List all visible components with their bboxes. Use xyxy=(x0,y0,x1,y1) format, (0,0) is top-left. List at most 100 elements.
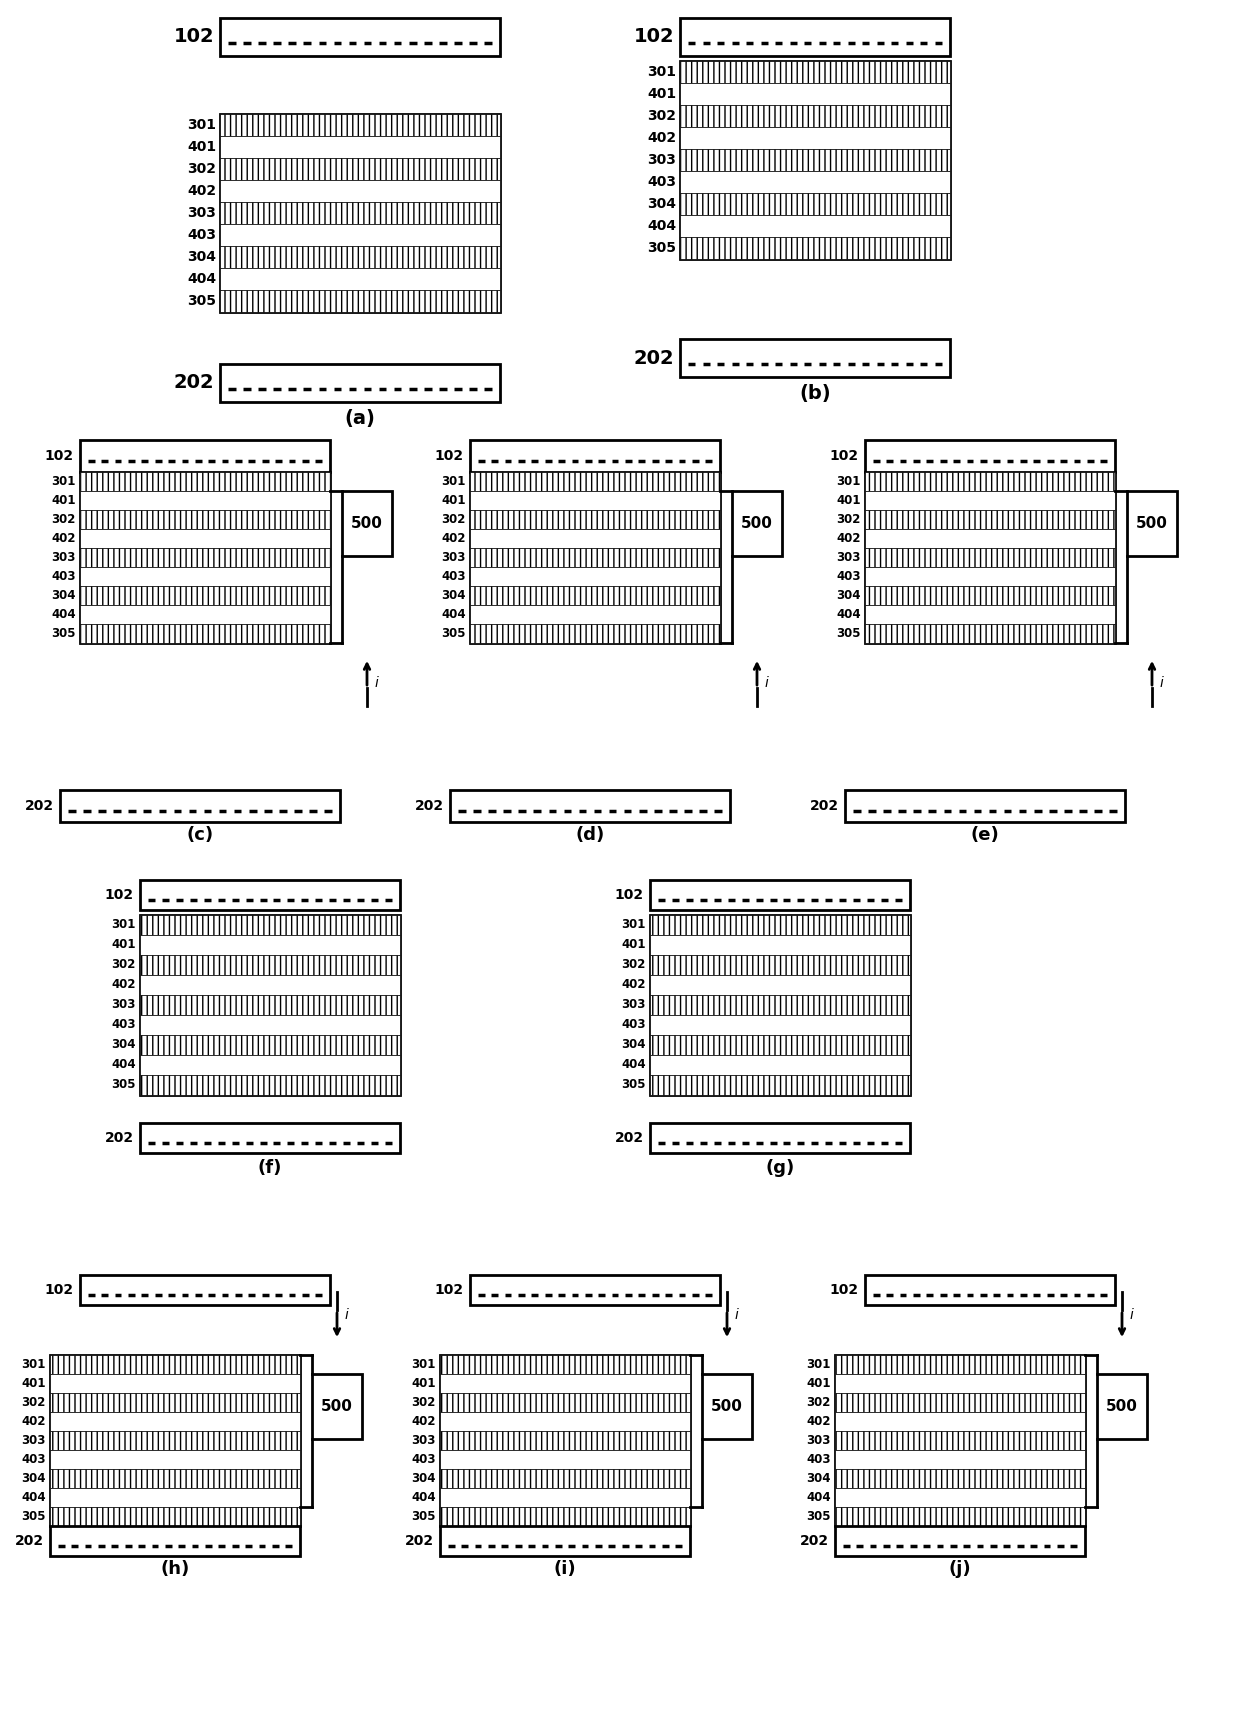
Bar xyxy=(470,511,720,530)
Text: 404: 404 xyxy=(187,272,216,286)
Text: 304: 304 xyxy=(647,198,676,212)
Text: 304: 304 xyxy=(187,249,216,263)
Bar xyxy=(680,193,950,215)
Bar xyxy=(470,471,720,643)
Bar xyxy=(60,789,340,822)
Bar xyxy=(50,1526,300,1557)
Bar xyxy=(50,1469,300,1488)
Text: 102: 102 xyxy=(435,449,464,463)
Text: 302: 302 xyxy=(647,108,676,124)
Text: (e): (e) xyxy=(971,826,999,845)
Bar xyxy=(680,339,950,377)
Text: 202: 202 xyxy=(174,373,215,392)
Text: 402: 402 xyxy=(21,1416,46,1428)
Text: 402: 402 xyxy=(112,979,136,991)
Text: i: i xyxy=(1130,1307,1133,1323)
Bar xyxy=(650,1075,910,1096)
Bar xyxy=(866,549,1115,568)
Bar xyxy=(866,471,1115,643)
Text: 401: 401 xyxy=(806,1378,831,1390)
Text: 403: 403 xyxy=(52,569,76,583)
Bar xyxy=(470,568,720,587)
Bar xyxy=(866,605,1115,624)
Text: (b): (b) xyxy=(800,384,831,402)
Bar xyxy=(650,881,910,910)
Bar xyxy=(470,471,720,490)
Text: 404: 404 xyxy=(51,607,76,621)
Text: 102: 102 xyxy=(45,1283,74,1297)
Text: 102: 102 xyxy=(634,28,675,46)
Text: (a): (a) xyxy=(345,409,376,428)
Bar xyxy=(866,471,1115,490)
Text: 303: 303 xyxy=(412,1434,436,1447)
Bar xyxy=(680,237,950,260)
Text: 305: 305 xyxy=(647,241,676,255)
Text: 402: 402 xyxy=(412,1416,436,1428)
Bar xyxy=(835,1469,1085,1488)
Text: 301: 301 xyxy=(112,918,136,932)
Bar xyxy=(50,1488,300,1507)
Bar xyxy=(440,1450,689,1469)
Bar xyxy=(440,1488,689,1507)
Bar xyxy=(866,530,1115,549)
Bar xyxy=(312,1374,362,1440)
Text: (j): (j) xyxy=(949,1560,971,1577)
Text: 303: 303 xyxy=(441,550,466,564)
Bar xyxy=(470,530,720,549)
Bar xyxy=(1127,490,1177,556)
Text: 302: 302 xyxy=(187,162,216,175)
Bar xyxy=(219,114,500,136)
Text: 302: 302 xyxy=(112,958,136,972)
Bar xyxy=(140,936,401,955)
Text: 303: 303 xyxy=(21,1434,46,1447)
Bar xyxy=(81,440,330,471)
Bar xyxy=(650,1054,910,1075)
Bar xyxy=(50,1355,300,1374)
Bar xyxy=(50,1431,300,1450)
Bar xyxy=(440,1355,689,1374)
Text: 303: 303 xyxy=(621,999,646,1011)
Text: 302: 302 xyxy=(21,1397,46,1409)
Text: 404: 404 xyxy=(836,607,861,621)
Text: 302: 302 xyxy=(807,1397,831,1409)
Text: 202: 202 xyxy=(15,1534,43,1548)
Text: 402: 402 xyxy=(647,131,676,144)
Bar xyxy=(140,915,401,1096)
Text: 404: 404 xyxy=(441,607,466,621)
Bar xyxy=(835,1488,1085,1507)
Text: 305: 305 xyxy=(441,628,466,640)
Text: 403: 403 xyxy=(837,569,861,583)
Bar xyxy=(866,587,1115,605)
Text: 302: 302 xyxy=(621,958,646,972)
Text: 301: 301 xyxy=(807,1359,831,1371)
Text: 301: 301 xyxy=(187,119,216,132)
Bar xyxy=(140,1015,401,1035)
Bar xyxy=(650,1015,910,1035)
Bar xyxy=(866,511,1115,530)
Bar xyxy=(219,181,500,201)
Bar xyxy=(470,587,720,605)
Text: 402: 402 xyxy=(52,531,76,545)
Text: 403: 403 xyxy=(412,1453,436,1465)
Text: 401: 401 xyxy=(412,1378,436,1390)
Text: 402: 402 xyxy=(441,531,466,545)
Text: 403: 403 xyxy=(21,1453,46,1465)
Bar xyxy=(450,789,730,822)
Text: (h): (h) xyxy=(160,1560,190,1577)
Text: 304: 304 xyxy=(21,1472,46,1484)
Text: 202: 202 xyxy=(634,349,675,368)
Text: 304: 304 xyxy=(52,588,76,602)
Text: 404: 404 xyxy=(112,1058,136,1072)
Text: 202: 202 xyxy=(800,1534,830,1548)
Text: i: i xyxy=(1159,676,1164,690)
Bar xyxy=(81,530,330,549)
Bar xyxy=(650,955,910,975)
Bar xyxy=(50,1355,300,1526)
Text: 500: 500 xyxy=(1106,1398,1138,1414)
Text: (g): (g) xyxy=(765,1159,795,1176)
Bar xyxy=(440,1431,689,1450)
Bar xyxy=(440,1526,689,1557)
Bar xyxy=(81,471,330,643)
Bar xyxy=(219,114,500,311)
Bar xyxy=(650,975,910,994)
